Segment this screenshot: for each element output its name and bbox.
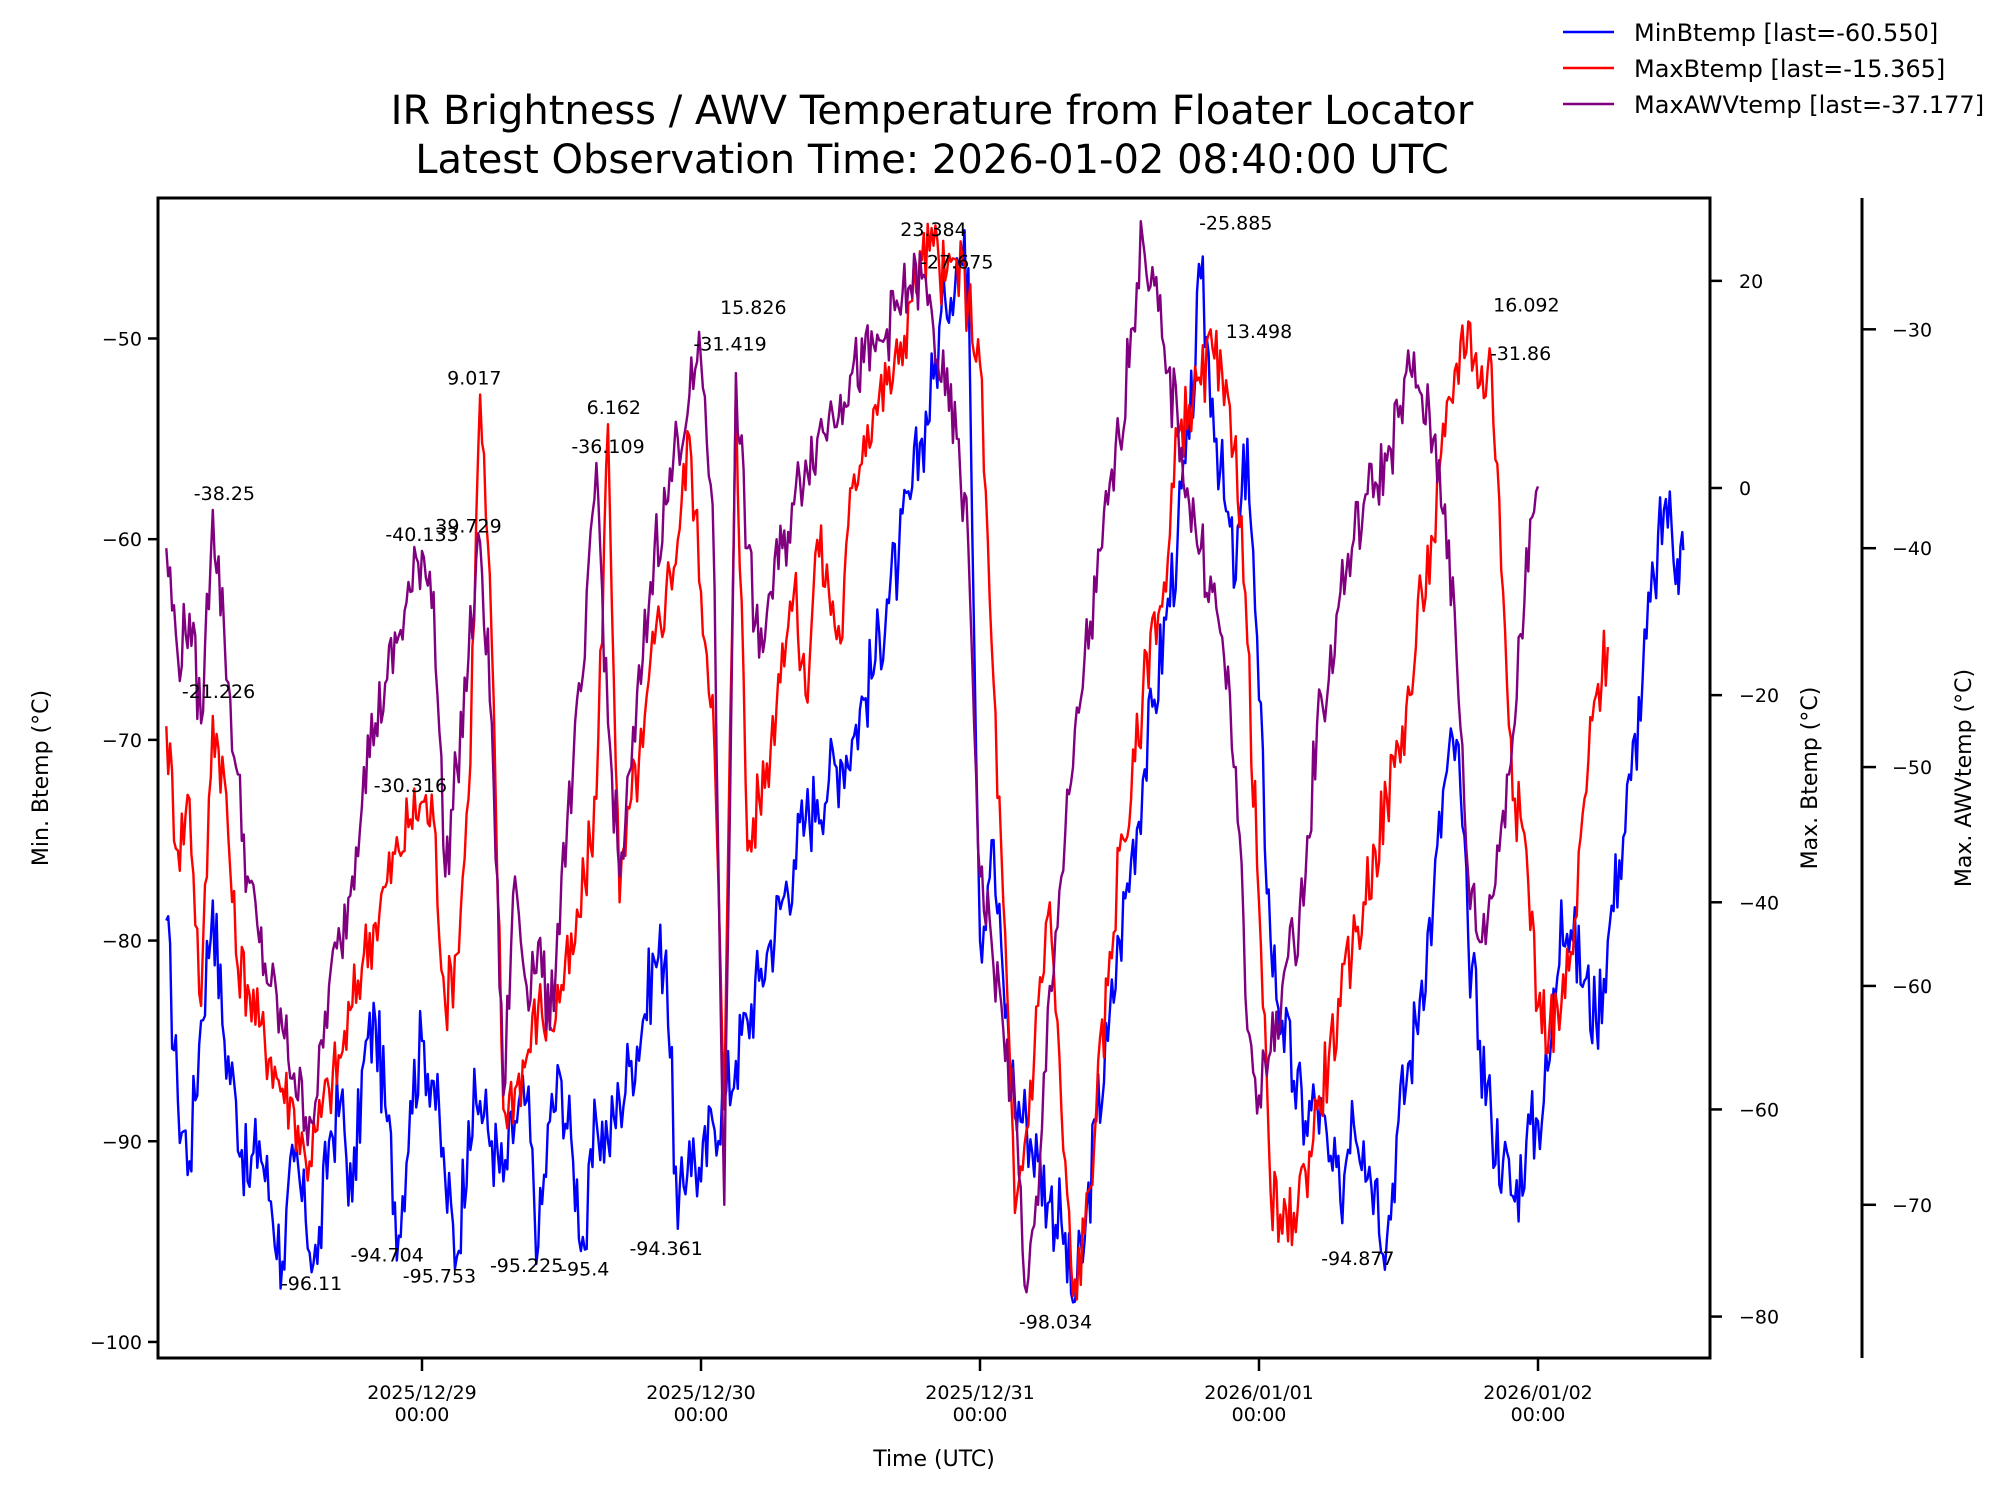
right-tick-label: −80 [1739, 1307, 1779, 1329]
legend-label-maxawvtemp: MaxAWVtemp [last=-37.177] [1634, 91, 1984, 119]
legend-label-minbtemp: MinBtemp [last=-60.550] [1634, 19, 1938, 47]
left-tick-label: −60 [102, 529, 142, 551]
annotation-minbtemp: -94.704 [350, 1245, 423, 1267]
awv-tick-label: −40 [1892, 538, 1932, 560]
annotation-maxawvtemp: -38.25 [194, 483, 255, 505]
awv-axis-label: Max. AWVtemp (°C) [1952, 669, 1977, 887]
x-tick-label-time: 00:00 [1511, 1404, 1566, 1426]
right-tick-label: −20 [1739, 685, 1779, 707]
left-tick-label: −100 [90, 1332, 142, 1354]
x-tick-label-date: 2025/12/30 [646, 1382, 756, 1404]
annotation-maxbtemp: 6.162 [587, 397, 641, 419]
annotation-minbtemp: -95.225 [490, 1255, 563, 1277]
annotation-maxawvtemp: -25.885 [1199, 212, 1272, 234]
left-tick-label: −90 [102, 1131, 142, 1153]
annotation-maxawvtemp: -31.419 [693, 333, 766, 355]
awv-tick-label: −50 [1892, 757, 1932, 779]
x-tick-label-date: 2025/12/31 [925, 1382, 1035, 1404]
series-line-minbtemp [165, 228, 1685, 1304]
x-axis: 2025/12/2900:002025/12/3000:002025/12/31… [367, 1358, 1593, 1426]
annotation-maxbtemp: -30.316 [374, 775, 447, 797]
left-axis-label: Min. Btemp (°C) [29, 690, 54, 866]
right-axis: −80 −60 −40 −20 0 20 [1710, 271, 1779, 1329]
annotation-maxawvtemp: 39.729 [435, 515, 501, 537]
annotation-minbtemp: -98.034 [1019, 1311, 1092, 1333]
chart-subtitle: Latest Observation Time: 2026-01-02 08:4… [415, 137, 1449, 183]
annotation-maxbtemp: 16.092 [1493, 294, 1559, 316]
annotation-minbtemp: -94.877 [1321, 1248, 1394, 1270]
x-tick-label-time: 00:00 [953, 1404, 1008, 1426]
right-tick-label: 20 [1739, 271, 1763, 293]
awv-tick-label: −30 [1892, 319, 1932, 341]
x-axis-label: Time (UTC) [872, 1447, 995, 1472]
left-tick-label: −70 [102, 730, 142, 752]
chart-title: IR Brightness / AWV Temperature from Flo… [391, 88, 1474, 134]
right-tick-label: −60 [1739, 1099, 1779, 1121]
annotation-maxbtemp: 9.017 [447, 368, 501, 390]
x-tick-label-date: 2026/01/01 [1204, 1382, 1314, 1404]
annotation-maxbtemp: -21.226 [182, 681, 255, 703]
awv-axis: −70 −60 −50 −40 −30 [1862, 319, 1932, 1217]
annotation-minbtemp: -95.4 [560, 1259, 609, 1281]
left-tick-label: −50 [102, 328, 142, 350]
plot-frame [156, 196, 1712, 1360]
annotation-minbtemp: -95.753 [403, 1266, 476, 1288]
annotation-maxbtemp: 23.384 [900, 219, 966, 241]
series-layer [165, 219, 1685, 1304]
annotation-maxawvtemp: -31.86 [1490, 343, 1551, 365]
annotation-layer: -96.11 -94.704-95.753 -95.225-95.4 -94.361 -… [182, 212, 1560, 1333]
annotation-maxawvtemp: -36.109 [571, 436, 644, 458]
annotation-minbtemp: -96.11 [281, 1273, 342, 1295]
annotation-minbtemp: -94.361 [629, 1238, 702, 1260]
right-axis-label: Max. Btemp (°C) [1798, 687, 1823, 870]
annotation-maxbtemp: 13.498 [1226, 321, 1292, 343]
annotation-maxawvtemp: -27.675 [920, 251, 993, 273]
right-tick-label: 0 [1739, 478, 1751, 500]
x-tick-label-date: 2025/12/29 [367, 1382, 477, 1404]
awv-tick-label: −60 [1892, 976, 1932, 998]
annotation-maxbtemp: 15.826 [720, 297, 786, 319]
series-line-maxawvtemp [165, 219, 1540, 1294]
x-tick-label-date: 2026/01/02 [1483, 1382, 1593, 1404]
annotation-maxawvtemp: -40.133 [385, 524, 458, 546]
x-tick-label-time: 00:00 [1232, 1404, 1287, 1426]
awv-tick-label: −70 [1892, 1195, 1932, 1217]
right-tick-label: −40 [1739, 892, 1779, 914]
left-tick-label: −80 [102, 931, 142, 953]
x-tick-label-time: 00:00 [674, 1404, 729, 1426]
x-tick-label-time: 00:00 [395, 1404, 450, 1426]
series-line-maxbtemp [165, 222, 1609, 1301]
legend-label-maxbtemp: MaxBtemp [last=-15.365] [1634, 55, 1945, 83]
left-axis: −100 −90 −80 −70 −60 −50 [90, 328, 158, 1354]
legend: MinBtemp [last=-60.550] MaxBtemp [last=-1… [1563, 19, 1984, 119]
